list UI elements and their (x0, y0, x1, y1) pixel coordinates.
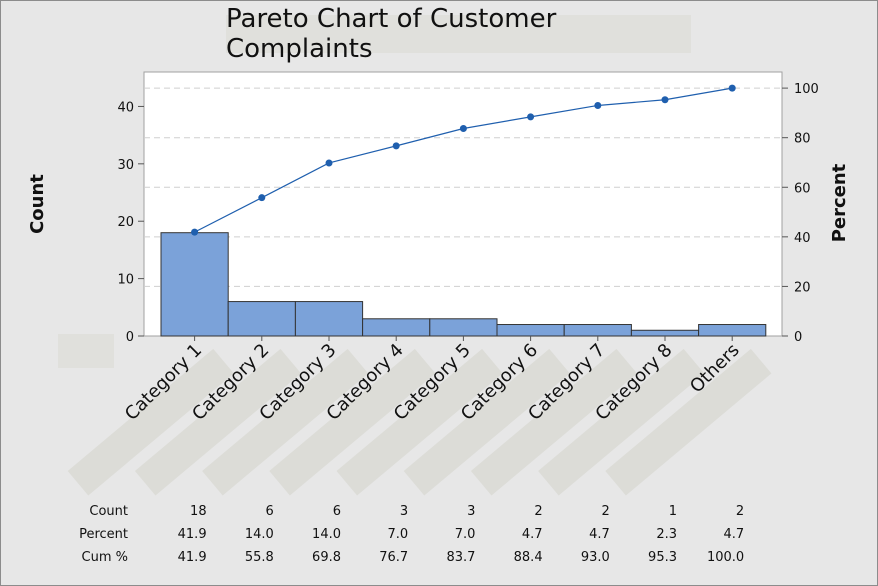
cumulative-point (594, 101, 602, 109)
right-tick-label: 0 (794, 330, 802, 345)
right-tick-label: 20 (794, 280, 811, 295)
label-backdrop (202, 348, 369, 496)
left-tick-label: 40 (117, 100, 134, 115)
table-cell: 3 (467, 504, 475, 519)
table-cell: 4.7 (589, 527, 610, 542)
cumulative-point (459, 125, 467, 133)
label-backdrop (269, 348, 436, 496)
gridlines (144, 87, 782, 287)
table-cell: 7.0 (388, 527, 409, 542)
table-cell: 41.9 (178, 527, 207, 542)
table-cell: 100.0 (707, 550, 744, 565)
plot-area (143, 71, 783, 337)
table-cell: 6 (333, 504, 341, 519)
bar (563, 324, 632, 337)
bar (698, 324, 767, 337)
summary-table: Count Percent Cum % 18 6 6 3 3 2 2 1 2 41.9 14.0 14.0 7… (79, 504, 744, 565)
axes: 0 10 20 30 40 0 20 40 60 80 100 (117, 82, 818, 345)
table-cell: 14.0 (245, 527, 274, 542)
chart-title: Pareto Chart of Customer Complaints (226, 4, 557, 64)
cumulative-point (527, 113, 535, 121)
table-cell: 69.8 (312, 550, 341, 565)
right-tick-label: 100 (794, 82, 819, 97)
table-cell: 7.0 (455, 527, 476, 542)
bar (496, 324, 565, 337)
table-cell: 2 (736, 504, 744, 519)
cumulative-point (728, 84, 736, 92)
label-backdrop (403, 348, 570, 496)
table-cell: 41.9 (178, 550, 207, 565)
table-row-label: Cum % (82, 550, 128, 565)
table-cell: 6 (266, 504, 274, 519)
table-cell: 18 (190, 504, 207, 519)
label-backdrop (538, 348, 705, 496)
left-axis-title: Count (27, 174, 48, 234)
table-cell: 2.3 (656, 527, 677, 542)
table-cell: 2 (534, 504, 542, 519)
table-row-label: Count (89, 504, 128, 519)
table-cell: 88.4 (514, 550, 543, 565)
left-tick-label: 10 (117, 273, 134, 288)
right-tick-label: 60 (794, 181, 811, 196)
cumulative-point (661, 96, 669, 104)
cumulative-line (191, 84, 736, 236)
decor-box (58, 334, 114, 368)
right-tick-label: 80 (794, 132, 811, 147)
table-cell: 4.7 (724, 527, 745, 542)
table-cell: 1 (669, 504, 677, 519)
table-cell: 3 (400, 504, 408, 519)
label-backdrop (470, 348, 638, 496)
table-cell: 4.7 (522, 527, 543, 542)
left-tick-label: 20 (117, 215, 134, 230)
bar (362, 318, 431, 337)
label-backdrop (336, 348, 503, 496)
table-cell: 93.0 (581, 550, 610, 565)
cumulative-point (392, 142, 400, 150)
bar (227, 301, 296, 337)
label-backdrop (605, 348, 772, 496)
table-cell: 76.7 (379, 550, 408, 565)
right-axis-title: Percent (829, 163, 850, 242)
bar (630, 329, 700, 337)
table-row-label: Percent (79, 527, 128, 542)
bars (160, 232, 767, 337)
label-backdrop (134, 348, 302, 496)
table-cell: 2 (602, 504, 610, 519)
right-tick-label: 40 (794, 231, 811, 246)
label-backdrop (67, 348, 234, 496)
table-cell: 14.0 (312, 527, 341, 542)
bar (160, 232, 229, 337)
label-backdrops (67, 348, 772, 496)
left-tick-label: 0 (126, 330, 134, 345)
left-tick-label: 30 (117, 158, 134, 173)
cumulative-point (258, 194, 266, 202)
table-cell: 95.3 (648, 550, 677, 565)
table-cell: 83.7 (446, 550, 475, 565)
bar (429, 318, 498, 337)
chart-title-box: Pareto Chart of Customer Complaints (226, 4, 691, 64)
cumulative-point (191, 228, 199, 236)
bar (294, 301, 364, 337)
table-cell: 55.8 (245, 550, 274, 565)
cumulative-point (325, 159, 333, 167)
